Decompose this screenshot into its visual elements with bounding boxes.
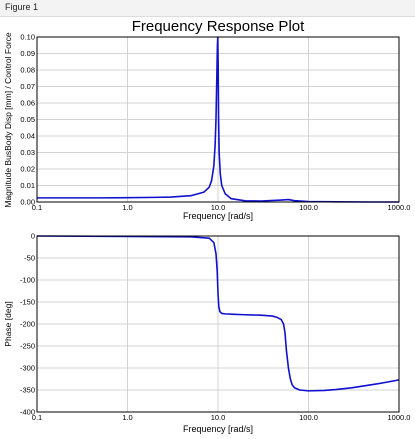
magnitude-plot-title: Frequency Response Plot [132,18,305,35]
magnitude-x-axis-label: Frequency [rad/s] [183,211,253,221]
magnitude-y-tick-label: 0.06 [20,99,35,108]
phase-x-axis-label: Frequency [rad/s] [183,424,253,434]
magnitude-y-tick-label: 0.10 [20,33,35,42]
magnitude-y-tick-label: 0.09 [20,49,35,58]
phase-plot: 0.1 1.0 10.0 100.0 1000.0 0 -50 -100 -150 -200 -2… [3,232,410,435]
magnitude-series [37,36,399,203]
phase-plot-frame [36,235,400,413]
magnitude-y-tick-label: 0.00 [20,198,35,207]
magnitude-x-tick-label: 0.1 [32,203,42,212]
phase-y-tick-label: -150 [20,298,35,307]
phase-series [36,235,400,392]
phase-x-tick-label: 1000.0 [388,413,411,422]
phase-y-tick-label: -300 [20,364,35,373]
magnitude-y-tick-label: 0.01 [20,181,35,190]
magnitude-y-tick-label: 0.02 [20,165,35,174]
magnitude-series-line [37,36,399,203]
magnitude-y-tick-labels: 0.00 0.01 0.02 0.03 0.04 0.05 0.06 0.07 0.08 0.09… [20,33,35,207]
window-titlebar: Figure 1 [0,0,415,17]
phase-y-axis-label: Phase [deg] [3,301,13,346]
phase-y-tick-labels: 0 -50 -100 -150 -200 -250 -300 -350 -400 [20,232,35,417]
phase-y-tick-label: -400 [20,408,35,417]
phase-x-tick-label: 10.0 [211,413,226,422]
magnitude-y-axis-label: Magnitude BusBody Disp [mm] / Control Fo… [3,32,13,208]
magnitude-plot-frame [36,36,400,203]
magnitude-x-tick-label: 1.0 [122,203,132,212]
phase-x-tick-label: 1.0 [122,413,132,422]
magnitude-x-tick-label: 10.0 [211,203,226,212]
magnitude-x-tick-label: 100.0 [299,203,318,212]
magnitude-x-tick-labels: 0.1 1.0 10.0 100.0 1000.0 [32,203,411,212]
magnitude-y-tick-label: 0.08 [20,66,35,75]
phase-y-tick-label: -200 [20,320,35,329]
phase-y-tick-label: -100 [20,276,35,285]
magnitude-plot: 0.1 1.0 10.0 100.0 1000.0 0.000.010.020.030.… [3,18,410,221]
phase-y-tick-label: -250 [20,342,35,351]
window-title: Figure 1 [5,2,39,12]
phase-x-tick-labels: 0.1 1.0 10.0 100.0 1000.0 [32,413,411,422]
phase-y-tick-label: -350 [20,386,35,395]
phase-y-tick-label: 0 [31,232,35,241]
phase-y-tick-label: -50 [24,254,35,263]
phase-x-tick-label: 100.0 [299,413,318,422]
magnitude-y-tick-label: 0.07 [20,82,35,91]
magnitude-x-tick-label: 1000.0 [388,203,411,212]
magnitude-y-tick-label: 0.04 [20,132,35,141]
magnitude-y-tick-label: 0.03 [20,148,35,157]
phase-x-tick-label: 0.1 [32,413,42,422]
phase-series-line [36,235,400,392]
magnitude-y-tick-label: 0.05 [20,115,35,124]
